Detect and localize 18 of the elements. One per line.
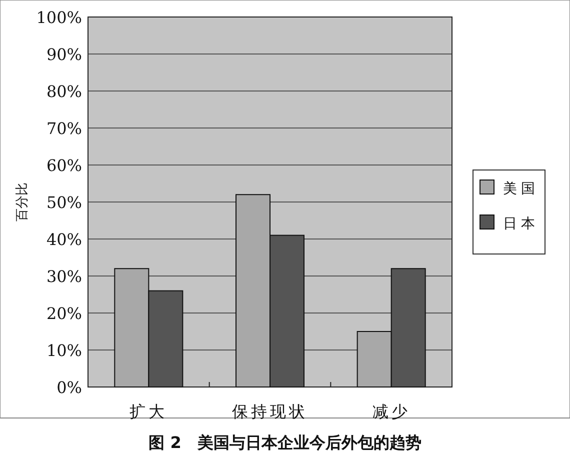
y-tick-label: 10% xyxy=(46,341,82,360)
x-tick-label: 保持现状 xyxy=(232,402,308,421)
y-tick-label: 60% xyxy=(46,156,82,175)
legend-label: 美国 xyxy=(503,181,539,197)
y-tick-label: 20% xyxy=(46,304,82,323)
y-tick-label: 90% xyxy=(46,45,82,64)
y-tick-label: 40% xyxy=(46,230,82,249)
text: 图 2 美国与日本企业今后外包的趋势 xyxy=(148,433,422,452)
y-tick-label: 50% xyxy=(46,193,82,212)
y-tick-label: 0% xyxy=(56,378,82,397)
y-tick-label: 80% xyxy=(46,82,82,101)
x-tick-label: 扩大 xyxy=(130,402,168,421)
x-tick-label: 减少 xyxy=(372,402,410,421)
y-tick-label: 100% xyxy=(36,8,82,27)
y-tick-label: 30% xyxy=(46,267,82,286)
legend-label: 日本 xyxy=(503,216,539,232)
y-axis-title: 百分比 xyxy=(15,182,30,222)
y-tick-label: 70% xyxy=(46,119,82,138)
